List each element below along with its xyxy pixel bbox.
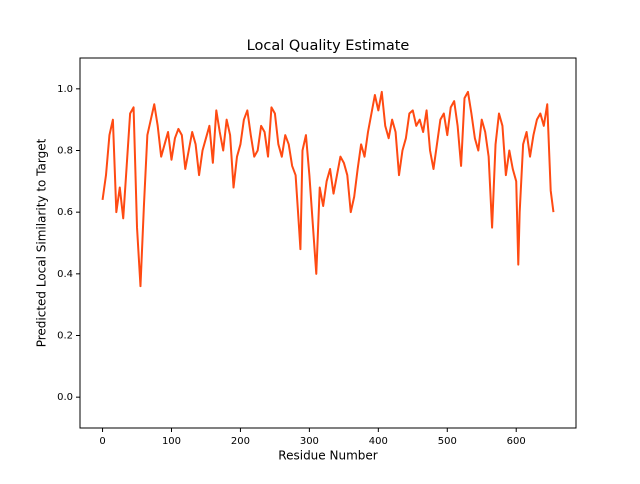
y-tick-label: 0.2 <box>57 331 73 342</box>
x-tick-label: 500 <box>438 436 457 447</box>
y-tick-label: 0.4 <box>57 269 73 280</box>
x-tick-label: 0 <box>99 436 105 447</box>
x-tick-label: 200 <box>231 436 250 447</box>
chart-title: Local Quality Estimate <box>247 38 410 54</box>
y-tick-label: 0.6 <box>57 207 73 218</box>
x-tick-label: 400 <box>369 436 388 447</box>
data-line <box>101 90 555 288</box>
y-axis-label: Predicted Local Similarity to Target <box>35 138 49 347</box>
x-tick-label: 100 <box>162 436 181 447</box>
plot-frame <box>79 57 577 429</box>
y-tick-label: 1.0 <box>57 84 73 95</box>
x-tick-label: 300 <box>300 436 319 447</box>
y-tick-label: 0.8 <box>57 146 73 157</box>
y-tick-label: 0.0 <box>57 392 73 403</box>
x-tick-label: 600 <box>507 436 526 447</box>
x-axis-label: Residue Number <box>278 449 377 463</box>
